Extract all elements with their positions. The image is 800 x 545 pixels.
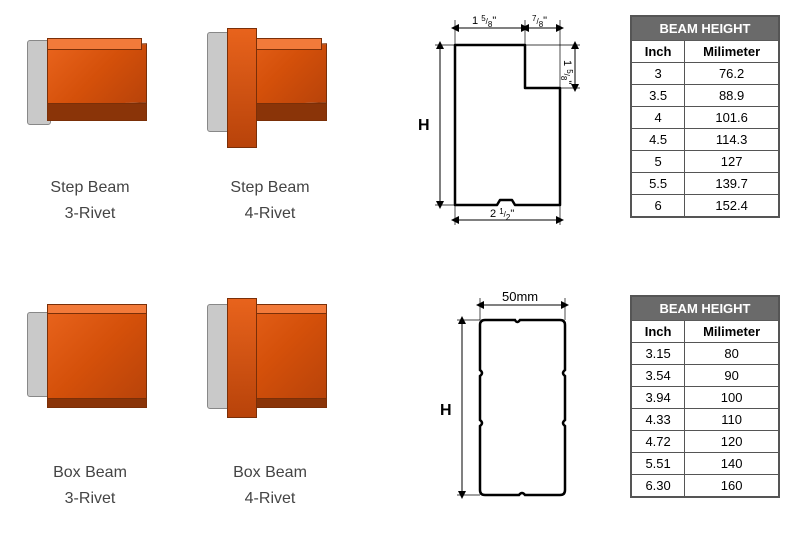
table-row: 4.33110	[631, 409, 779, 431]
table-cell: 76.2	[685, 63, 779, 85]
table-cell: 3	[631, 63, 685, 85]
step-beam-3rivet-caption: Step Beam 3-Rivet	[20, 175, 160, 226]
rivet-label: 3-Rivet	[20, 201, 160, 227]
table-row: 5.51140	[631, 453, 779, 475]
page: Step Beam 3-Rivet Step Beam 4-Rivet Box …	[0, 0, 800, 545]
table-row: 6.30160	[631, 475, 779, 498]
step-profile-diagram: 1 5/8" 7/8" 1 5/8" H 2 1/2"	[400, 10, 600, 230]
rivet-label: 4-Rivet	[200, 486, 340, 512]
table-cell: 88.9	[685, 85, 779, 107]
table-cell: 6.30	[631, 475, 685, 498]
dim-box-top: 50mm	[502, 290, 538, 304]
table-cell: 4.5	[631, 129, 685, 151]
table-cell: 5	[631, 151, 685, 173]
table-row: 4101.6	[631, 107, 779, 129]
dim-H: H	[418, 117, 430, 134]
table-row: 4.72120	[631, 431, 779, 453]
rivet-label: 4-Rivet	[200, 201, 340, 227]
table1-body: 376.23.588.94101.64.5114.351275.5139.761…	[631, 63, 779, 218]
table-cell: 152.4	[685, 195, 779, 218]
table-cell: 4	[631, 107, 685, 129]
dim-top-right: 7/8"	[532, 14, 547, 29]
table-row: 3.1580	[631, 343, 779, 365]
box-profile-diagram: 50mm H	[420, 290, 590, 520]
table-cell: 3.54	[631, 365, 685, 387]
table-cell: 5.51	[631, 453, 685, 475]
dim-top-left: 1 5/8"	[472, 14, 496, 29]
table-cell: 3.94	[631, 387, 685, 409]
dim-box-H: H	[440, 402, 452, 419]
table-cell: 140	[685, 453, 779, 475]
col-mm: Milimeter	[685, 41, 779, 63]
beam-name: Step Beam	[20, 175, 160, 201]
col-inch: Inch	[631, 41, 685, 63]
table-title: BEAM HEIGHT	[631, 296, 779, 321]
table-cell: 80	[685, 343, 779, 365]
table-cell: 120	[685, 431, 779, 453]
table-cell: 101.6	[685, 107, 779, 129]
table-row: 6152.4	[631, 195, 779, 218]
table-cell: 90	[685, 365, 779, 387]
table-cell: 110	[685, 409, 779, 431]
box-beam-4rivet-caption: Box Beam 4-Rivet	[200, 460, 340, 511]
col-inch: Inch	[631, 321, 685, 343]
table-cell: 139.7	[685, 173, 779, 195]
table-cell: 3.15	[631, 343, 685, 365]
table-cell: 160	[685, 475, 779, 498]
col-mm: Milimeter	[685, 321, 779, 343]
rivet-label: 3-Rivet	[20, 486, 160, 512]
box-beam-3rivet-caption: Box Beam 3-Rivet	[20, 460, 160, 511]
table-cell: 6	[631, 195, 685, 218]
beam-height-table-1: BEAM HEIGHT Inch Milimeter 376.23.588.94…	[630, 15, 780, 218]
table-cell: 5.5	[631, 173, 685, 195]
table-cell: 127	[685, 151, 779, 173]
step-beam-4rivet-caption: Step Beam 4-Rivet	[200, 175, 340, 226]
step-beam-3rivet-image	[25, 20, 155, 160]
table-row: 5127	[631, 151, 779, 173]
table-cell: 3.5	[631, 85, 685, 107]
table-row: 3.5490	[631, 365, 779, 387]
table-cell: 100	[685, 387, 779, 409]
table-row: 3.588.9	[631, 85, 779, 107]
table-row: 3.94100	[631, 387, 779, 409]
beam-name: Box Beam	[20, 460, 160, 486]
dim-step-h: 1 5/8"	[559, 60, 574, 84]
table-title: BEAM HEIGHT	[631, 16, 779, 41]
beam-name: Step Beam	[200, 175, 340, 201]
table-row: 5.5139.7	[631, 173, 779, 195]
table-cell: 4.72	[631, 431, 685, 453]
box-beam-4rivet-image	[205, 290, 335, 430]
table2-body: 3.15803.54903.941004.331104.721205.51140…	[631, 343, 779, 498]
step-beam-4rivet-image	[205, 20, 335, 160]
table-cell: 114.3	[685, 129, 779, 151]
beam-height-table-2: BEAM HEIGHT Inch Milimeter 3.15803.54903…	[630, 295, 780, 498]
table-cell: 4.33	[631, 409, 685, 431]
box-beam-3rivet-image	[25, 290, 155, 430]
table-row: 4.5114.3	[631, 129, 779, 151]
beam-name: Box Beam	[200, 460, 340, 486]
table-row: 376.2	[631, 63, 779, 85]
